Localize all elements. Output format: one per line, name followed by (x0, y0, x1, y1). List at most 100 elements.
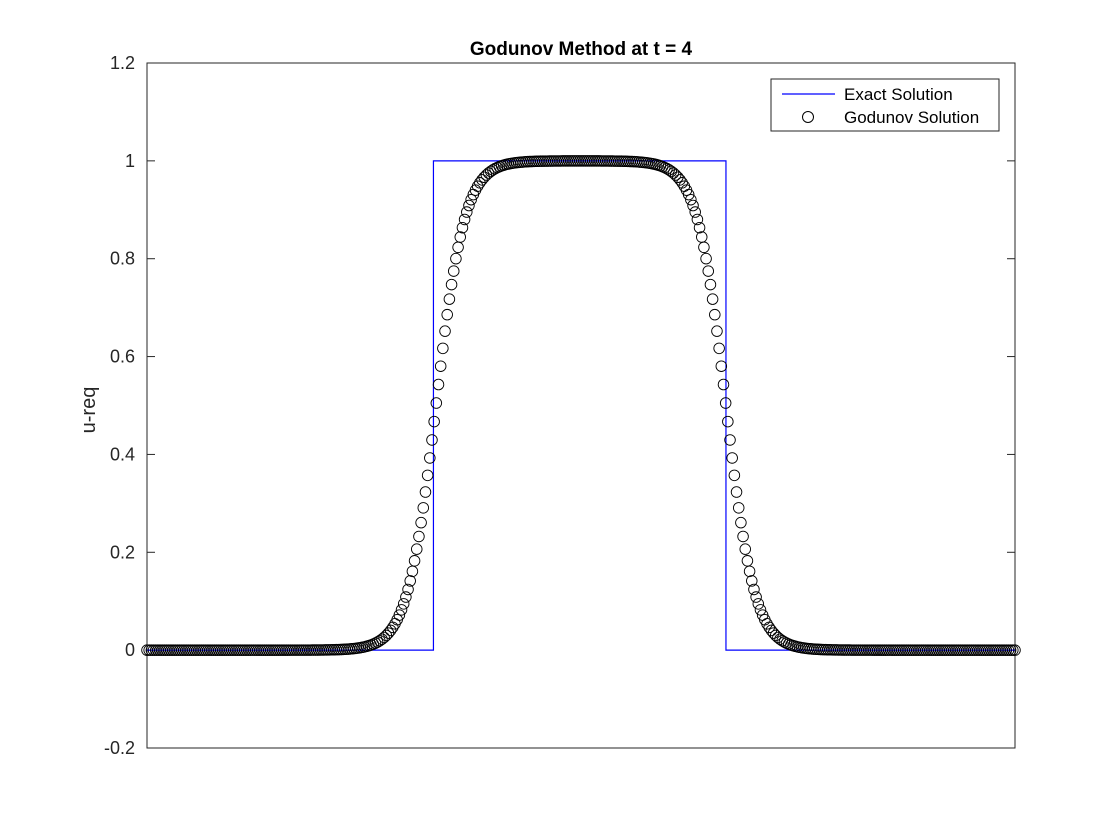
godunov-point (426, 434, 438, 446)
godunov-point (737, 530, 749, 543)
godunov-point (421, 469, 434, 482)
y-tick-label: 0.6 (110, 347, 135, 367)
godunov-point (767, 627, 780, 639)
godunov-point (424, 452, 436, 464)
godunov-point (434, 360, 447, 372)
godunov-point (443, 293, 456, 305)
godunov-point (706, 293, 719, 305)
y-tick-label: 1 (125, 151, 135, 171)
godunov-point (665, 165, 678, 178)
godunov-point (376, 633, 388, 645)
godunov-point (743, 565, 756, 578)
godunov-point (402, 583, 414, 596)
godunov-solution-markers (141, 155, 1021, 656)
godunov-point (382, 627, 395, 639)
godunov-point (447, 265, 460, 277)
godunov-point (395, 604, 408, 616)
godunov-point (404, 575, 416, 587)
godunov-point (748, 583, 760, 596)
godunov-point (461, 206, 473, 218)
godunov-point (471, 180, 484, 192)
godunov-point (722, 415, 734, 428)
godunov-point (478, 171, 490, 183)
godunov-point (413, 530, 425, 543)
godunov-point (719, 397, 732, 409)
godunov-point (698, 241, 710, 254)
godunov-point (715, 360, 728, 372)
godunov-point (441, 308, 453, 321)
y-tick-label: 0.8 (110, 249, 135, 269)
godunov-point (674, 174, 686, 186)
godunov-point (691, 213, 704, 226)
godunov-point (450, 252, 462, 265)
godunov-point (454, 231, 467, 243)
godunov-point (417, 502, 430, 514)
godunov-point (754, 604, 767, 616)
godunov-point (439, 325, 451, 337)
godunov-point (400, 591, 412, 603)
chart-legend: Exact Solution Godunov Solution (770, 78, 1000, 132)
godunov-point (482, 167, 495, 179)
godunov-point (713, 342, 725, 355)
godunov-point (437, 342, 449, 355)
godunov-point (456, 221, 469, 234)
plot-axes (146, 62, 1016, 749)
godunov-point (685, 193, 697, 206)
godunov-point (730, 486, 743, 498)
godunov-point (428, 415, 440, 428)
godunov-point (711, 325, 723, 337)
godunov-point (750, 591, 762, 603)
godunov-point (693, 221, 706, 234)
godunov-point (717, 378, 730, 391)
godunov-point (746, 575, 758, 587)
godunov-point (458, 213, 471, 226)
legend-godunov-swatch (802, 111, 814, 123)
y-tick-label: 1.2 (110, 53, 135, 73)
godunov-point (735, 516, 747, 529)
godunov-point (726, 452, 738, 464)
godunov-point (763, 621, 775, 634)
chart-title: Godunov Method at t = 4 (470, 39, 693, 60)
y-axis-label: u-req (78, 387, 100, 434)
exact-solution-line (147, 160, 1015, 651)
godunov-point (739, 543, 752, 555)
godunov-point (682, 188, 695, 201)
godunov-point (384, 624, 397, 637)
godunov-point (761, 618, 773, 630)
godunov-point (724, 434, 736, 446)
godunov-point (432, 378, 445, 391)
godunov-point (700, 252, 712, 265)
godunov-point (393, 609, 406, 621)
y-tick-label: -0.2 (104, 738, 135, 758)
godunov-point (465, 193, 477, 206)
godunov-point (689, 206, 701, 218)
y-tick-label: 0.4 (110, 444, 135, 464)
legend-exact-label: Exact Solution (844, 85, 953, 104)
godunov-point (378, 631, 390, 644)
godunov-point (445, 278, 458, 291)
godunov-point (463, 199, 475, 212)
godunov-point (408, 555, 421, 567)
godunov-point (419, 486, 432, 498)
godunov-point (1009, 644, 1021, 656)
godunov-point (411, 543, 423, 555)
godunov-point (667, 167, 680, 179)
godunov-point (732, 502, 745, 514)
godunov-point (728, 469, 741, 482)
axes-box (146, 62, 1016, 749)
godunov-point (430, 397, 443, 409)
y-tick-label: 0 (125, 640, 135, 660)
godunov-point (709, 308, 721, 321)
godunov-point (397, 598, 410, 610)
y-tick-label: 0.2 (110, 542, 135, 562)
godunov-point (772, 631, 784, 644)
series-layer (141, 155, 1021, 656)
godunov-point (752, 598, 765, 610)
godunov-point (702, 265, 715, 277)
legend-godunov-label: Godunov Solution (844, 108, 979, 127)
godunov-point (676, 177, 688, 189)
godunov-point (704, 278, 717, 291)
godunov-point (415, 516, 427, 529)
godunov-point (687, 199, 699, 212)
